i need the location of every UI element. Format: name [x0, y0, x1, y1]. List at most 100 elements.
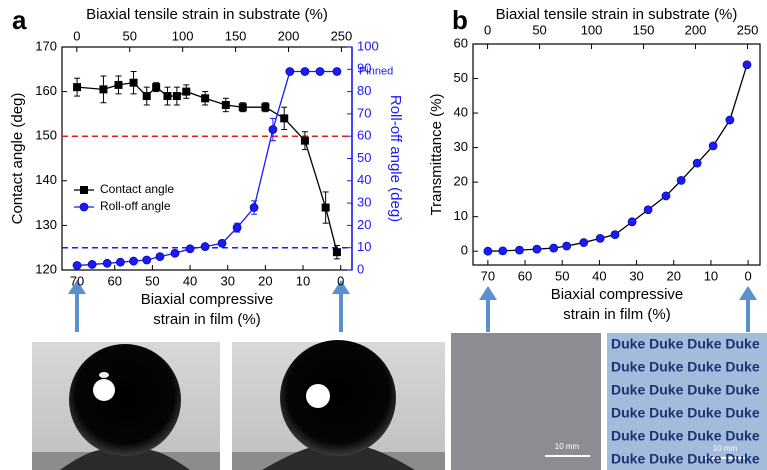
x-tick-label: 0 [337, 273, 344, 288]
marker [268, 125, 278, 134]
x-tick-label: 40 [592, 268, 606, 283]
drop-photo [232, 340, 445, 470]
marker [129, 256, 138, 266]
x-tick-label: 30 [629, 268, 643, 283]
marker [172, 92, 181, 101]
x2-tick-label: 0 [73, 28, 80, 43]
marker [73, 83, 82, 92]
x-tick-label: 10 [296, 273, 310, 288]
drop-photo [32, 342, 220, 470]
marker [163, 92, 172, 101]
marker [129, 78, 138, 87]
annotation: Pinned [359, 65, 393, 77]
y-tick-label: 120 [35, 261, 57, 276]
marker [201, 94, 210, 103]
y-axis-label: Transmittance (%) [428, 94, 445, 216]
marker [595, 234, 605, 243]
panel-label: b [452, 5, 468, 35]
x2-tick-label: 100 [581, 22, 603, 37]
x-tick-label: 0 [744, 268, 751, 283]
y-tick-label: 20 [454, 174, 468, 189]
y2-axis-label: Roll-off angle (deg) [387, 95, 404, 222]
x-axis-label: strain in film (%) [563, 306, 671, 323]
marker [170, 248, 180, 258]
marker [579, 238, 589, 247]
x-tick-label: 70 [481, 268, 495, 283]
marker [221, 100, 230, 109]
marker [661, 191, 671, 201]
marker [155, 252, 165, 262]
x2-tick-label: 150 [633, 22, 655, 37]
marker [152, 83, 161, 92]
y-tick-label: 160 [35, 83, 57, 98]
x-tick-label: 50 [555, 268, 569, 283]
marker [742, 60, 752, 70]
marker [238, 103, 247, 112]
plot-frame [61, 46, 353, 271]
x2-tick-label: 200 [685, 22, 707, 37]
y2-tick-label: 40 [357, 172, 371, 187]
marker [483, 246, 493, 256]
x-tick-label: 30 [220, 273, 234, 288]
x-axis-label: Biaxial compressive [551, 286, 684, 303]
marker [79, 202, 89, 212]
pattern-row: Duke Duke Duke Duke [611, 428, 760, 444]
x2-tick-label: 50 [123, 28, 137, 43]
x-tick-label: 10 [704, 268, 718, 283]
film-photo [607, 333, 767, 470]
x-tick-label: 60 [518, 268, 532, 283]
x-tick-label: 60 [107, 273, 121, 288]
marker [261, 103, 270, 112]
y-tick-label: 10 [454, 208, 468, 223]
x2-tick-label: 250 [331, 28, 353, 43]
marker [498, 246, 508, 256]
marker [80, 186, 88, 194]
x-tick-label: 40 [183, 273, 197, 288]
marker [87, 260, 97, 269]
marker [249, 203, 259, 212]
x-axis-label: Biaxial compressive [141, 291, 274, 308]
y-tick-label: 150 [35, 128, 57, 143]
plot-frame [472, 43, 761, 266]
marker [549, 243, 559, 253]
marker [692, 158, 702, 168]
marker [142, 255, 152, 265]
marker [676, 175, 686, 185]
scale-bar-label: 10 mm [555, 442, 580, 451]
y2-tick-label: 50 [357, 150, 371, 165]
pattern-text: Duke Duke Duke Duke Duke Duke Duke Duke Du… [611, 336, 760, 467]
x2-tick-label: 50 [532, 22, 546, 37]
y2-tick-label: 90 [357, 61, 371, 76]
panel-label: a [12, 5, 27, 35]
marker [285, 67, 295, 76]
x-tick-label: 20 [667, 268, 681, 283]
x2-tick-label: 100 [172, 28, 194, 43]
marker [115, 257, 125, 267]
marker [315, 67, 325, 76]
pattern-row: Duke Duke Duke Duke [611, 336, 760, 352]
x-axis-label: strain in film (%) [153, 311, 261, 328]
y-tick-label: 0 [461, 243, 468, 258]
marker [72, 261, 82, 270]
x2-tick-label: 150 [225, 28, 247, 43]
marker [182, 87, 191, 96]
y2-tick-label: 10 [357, 239, 371, 254]
marker [610, 230, 620, 240]
marker [232, 223, 242, 233]
y2-tick-label: 20 [357, 217, 371, 232]
marker [332, 67, 342, 76]
marker [725, 115, 735, 125]
y2-tick-label: 60 [357, 128, 371, 143]
y2-tick-label: 70 [357, 105, 371, 120]
y2-tick-label: 0 [357, 261, 364, 276]
y-tick-label: 140 [35, 172, 57, 187]
marker [562, 241, 572, 251]
x-tick-label: 70 [70, 273, 84, 288]
pattern-row: Duke Duke Duke Duke [611, 451, 760, 467]
marker [300, 136, 309, 145]
x-tick-label: 50 [145, 273, 159, 288]
marker [185, 244, 195, 254]
marker [114, 80, 123, 89]
marker [708, 141, 718, 151]
y2-tick-label: 30 [357, 195, 371, 210]
